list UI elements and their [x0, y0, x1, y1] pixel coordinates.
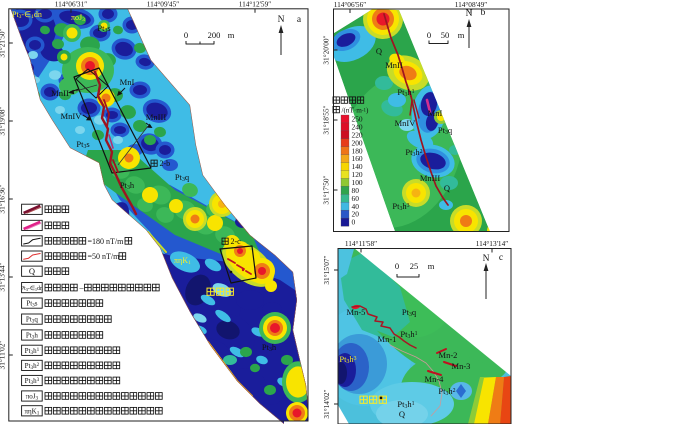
- svg-text:Pt3s: Pt3s: [76, 139, 89, 150]
- svg-text:160: 160: [352, 154, 363, 163]
- svg-text:200: 200: [352, 138, 363, 147]
- svg-text:114°13'14″: 114°13'14″: [476, 239, 509, 248]
- svg-text:Pt3q: Pt3q: [26, 316, 38, 325]
- svg-text:Pt3q: Pt3q: [402, 307, 417, 318]
- svg-text:Mn-5: Mn-5: [347, 307, 366, 317]
- svg-text:114°08'49″: 114°08'49″: [455, 0, 488, 9]
- svg-text:=50 nT/m: =50 nT/m: [88, 252, 121, 261]
- svg-text:MnI: MnI: [428, 108, 443, 118]
- svg-text:MnI: MnI: [120, 77, 135, 87]
- svg-text:MnIV: MnIV: [395, 118, 417, 128]
- svg-text:Mn-2: Mn-2: [439, 350, 458, 360]
- svg-text:/(nT·m-1): /(nT·m-1): [342, 107, 370, 115]
- svg-text:120: 120: [352, 170, 363, 179]
- svg-text:114°06'56″: 114°06'56″: [334, 0, 367, 9]
- svg-text:31°16'36″: 31°16'36″: [0, 184, 7, 213]
- svg-text:140: 140: [352, 162, 363, 171]
- svg-text:Pt3h1: Pt3h1: [400, 329, 417, 340]
- svg-text:80: 80: [352, 186, 360, 195]
- svg-text:31°15'07″: 31°15'07″: [322, 255, 331, 284]
- svg-text:a: a: [297, 15, 302, 25]
- svg-text:MnIV: MnIV: [60, 111, 82, 121]
- svg-text:m: m: [428, 261, 435, 271]
- svg-text:114°11'58″: 114°11'58″: [345, 239, 377, 248]
- svg-text:200: 200: [208, 30, 221, 40]
- svg-text:Mn-4: Mn-4: [425, 374, 445, 384]
- svg-text:20: 20: [352, 210, 360, 219]
- svg-text:MnIII: MnIII: [146, 112, 167, 122]
- svg-text:Q: Q: [376, 46, 382, 56]
- svg-text:N: N: [466, 9, 473, 19]
- svg-text:MnII: MnII: [385, 60, 403, 70]
- svg-text:Pt3q: Pt3q: [175, 172, 190, 183]
- svg-text:Pt3h3: Pt3h3: [25, 377, 40, 386]
- svg-text:Pt3h1: Pt3h1: [25, 347, 40, 356]
- svg-text:31°20'00″: 31°20'00″: [322, 35, 331, 64]
- svg-text:2-c: 2-c: [231, 237, 242, 246]
- svg-text:31°18'55″: 31°18'55″: [322, 105, 331, 134]
- svg-text:60: 60: [352, 194, 360, 203]
- svg-text:31°11'02″: 31°11'02″: [0, 341, 7, 370]
- svg-text:31°13'44″: 31°13'44″: [0, 262, 7, 291]
- svg-text:πoJ3: πoJ3: [71, 13, 85, 23]
- svg-text:Pt3q: Pt3q: [438, 125, 453, 136]
- svg-text:31°21'50″: 31°21'50″: [0, 28, 7, 57]
- svg-text:100: 100: [352, 178, 363, 187]
- svg-text:Pt3h2: Pt3h2: [405, 147, 422, 158]
- svg-text:0: 0: [395, 261, 399, 271]
- svg-text:31°17'50″: 31°17'50″: [322, 175, 331, 204]
- svg-text:MnIII: MnIII: [420, 173, 440, 183]
- svg-text:πηK1: πηK1: [174, 256, 191, 266]
- svg-text:240: 240: [352, 122, 363, 131]
- svg-text:Q: Q: [444, 183, 450, 193]
- svg-text:Pt3h: Pt3h: [120, 180, 135, 191]
- svg-text:Pt3h1: Pt3h1: [397, 399, 414, 410]
- svg-text:180: 180: [352, 146, 363, 155]
- svg-text:50: 50: [441, 30, 450, 40]
- svg-text:Q: Q: [399, 409, 405, 419]
- svg-text:m: m: [458, 30, 465, 40]
- svg-text:250: 250: [352, 115, 363, 124]
- svg-text:25: 25: [410, 261, 419, 271]
- svg-text:πηK1: πηK1: [24, 407, 39, 416]
- svg-text:–: –: [79, 284, 85, 293]
- svg-text:=180 nT/m: =180 nT/m: [88, 237, 125, 246]
- svg-text:πoJ3: πoJ3: [26, 393, 39, 402]
- svg-text:Pt3h3: Pt3h3: [392, 201, 409, 212]
- svg-text:Pt3-∈1dn: Pt3-∈1dn: [12, 10, 42, 20]
- svg-text:b: b: [481, 8, 486, 18]
- svg-text:31°19'08″: 31°19'08″: [0, 106, 7, 135]
- svg-text:N: N: [278, 15, 285, 25]
- svg-text:31°14'02″: 31°14'02″: [322, 389, 331, 418]
- svg-text:Pt3h2: Pt3h2: [438, 386, 455, 397]
- svg-text:Q: Q: [29, 266, 35, 276]
- svg-text:Pt3s: Pt3s: [97, 23, 110, 34]
- svg-text:114°09'45″: 114°09'45″: [147, 0, 180, 9]
- svg-text:Pt3-∈1dn: Pt3-∈1dn: [21, 285, 43, 292]
- svg-text:220: 220: [352, 130, 363, 139]
- svg-text:40: 40: [352, 202, 360, 211]
- svg-text:Mn-3: Mn-3: [452, 361, 471, 371]
- svg-text:0: 0: [352, 218, 356, 227]
- svg-text:MnII: MnII: [51, 88, 69, 98]
- svg-text:Pt3h2: Pt3h2: [25, 362, 40, 371]
- svg-text:m: m: [228, 30, 235, 40]
- svg-text:Pt3h3: Pt3h3: [339, 354, 356, 365]
- svg-text:Pt3s: Pt3s: [26, 300, 37, 309]
- svg-text:Mn-1: Mn-1: [378, 334, 397, 344]
- svg-text:114°06'31″: 114°06'31″: [55, 0, 88, 9]
- svg-text:114°12'59″: 114°12'59″: [239, 0, 272, 9]
- svg-text:Pt3h: Pt3h: [26, 332, 38, 341]
- svg-text:c: c: [499, 253, 503, 263]
- svg-text:2-b: 2-b: [160, 159, 171, 168]
- svg-text:0: 0: [184, 30, 188, 40]
- svg-text:N: N: [483, 254, 490, 264]
- svg-text:Pt3h1: Pt3h1: [397, 87, 414, 98]
- svg-text:Pt3h: Pt3h: [262, 342, 277, 353]
- svg-text:0: 0: [427, 30, 431, 40]
